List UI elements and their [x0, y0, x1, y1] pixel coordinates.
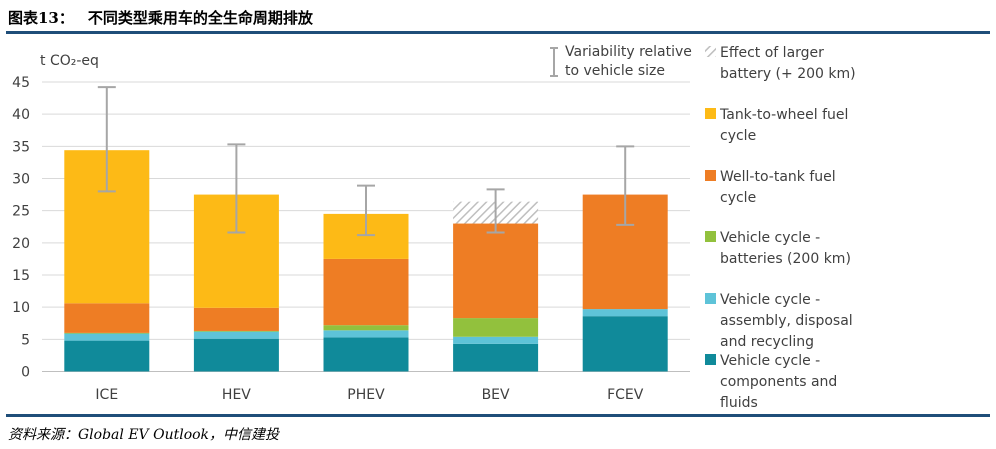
bar-segment	[582, 309, 668, 317]
legend-swatch	[705, 46, 716, 57]
legend-label: Tank-to-wheel fuel	[719, 107, 848, 123]
legend-swatch	[705, 108, 716, 119]
source-note: 资料来源：Global EV Outlook，中信建投	[8, 427, 280, 443]
y-tick-label: 5	[21, 332, 30, 348]
bar-segment	[193, 338, 279, 372]
bar-segment	[453, 343, 539, 372]
y-axis-unit-label: t CO₂-eq	[40, 53, 99, 69]
bar-segment	[64, 333, 150, 341]
y-tick-label: 20	[12, 236, 30, 252]
bar-segment	[453, 336, 539, 344]
legend-swatch	[705, 170, 716, 181]
y-tick-label: 30	[12, 172, 30, 188]
legend-swatch	[705, 354, 716, 365]
y-tick-label: 40	[12, 107, 30, 123]
y-tick-label: 25	[12, 204, 30, 220]
bar-segment	[64, 340, 150, 372]
legend-label: components and	[720, 374, 837, 390]
bar-segment	[453, 223, 539, 319]
bar-segment	[582, 316, 668, 372]
legend-swatch	[705, 293, 716, 304]
legend-label: assembly, disposal	[720, 313, 853, 329]
legend-label: batteries (200 km)	[720, 251, 851, 267]
bar-segment	[323, 325, 409, 331]
legend-label: Well-to-tank fuel	[720, 169, 836, 185]
variability-legend-text: Variability relative	[565, 44, 692, 60]
category-label: HEV	[222, 387, 251, 403]
bar-segment	[323, 330, 409, 338]
bar-segment	[323, 258, 409, 326]
figure-title-text: 不同类型乘用车的全生命周期排放	[87, 9, 313, 27]
y-tick-label: 45	[12, 75, 30, 91]
y-tick-label: 35	[12, 139, 30, 155]
legend-label: Vehicle cycle -	[720, 230, 820, 246]
legend-label: cycle	[720, 190, 756, 206]
legend-label: and recycling	[720, 334, 814, 350]
figure-number: 图表13：	[8, 9, 74, 27]
figure-title: 图表13： 不同类型乘用车的全生命周期排放	[8, 7, 313, 28]
bar-segment	[453, 318, 539, 337]
bar-segment	[323, 337, 409, 372]
legend-label: Effect of larger	[720, 45, 824, 61]
bar-segment	[193, 331, 279, 339]
legend-label: Vehicle cycle -	[720, 353, 820, 369]
bar-segment	[193, 330, 279, 332]
legend-swatch	[705, 231, 716, 242]
bar-segment	[193, 307, 279, 331]
y-tick-label: 10	[12, 300, 30, 316]
legend-label: Vehicle cycle -	[720, 292, 820, 308]
category-label: PHEV	[347, 387, 385, 403]
category-label: ICE	[95, 387, 118, 403]
bar-segment	[64, 303, 150, 333]
y-tick-label: 0	[21, 365, 30, 381]
category-label: BEV	[482, 387, 510, 403]
legend-label: fluids	[720, 395, 758, 411]
legend-label: battery (+ 200 km)	[720, 66, 856, 82]
y-tick-label: 15	[12, 268, 30, 284]
top-divider	[6, 31, 990, 34]
bar-segment	[64, 332, 150, 334]
legend-label: cycle	[720, 128, 756, 144]
variability-legend-text: to vehicle size	[565, 63, 665, 79]
category-label: FCEV	[607, 387, 644, 403]
bottom-divider	[6, 414, 990, 417]
